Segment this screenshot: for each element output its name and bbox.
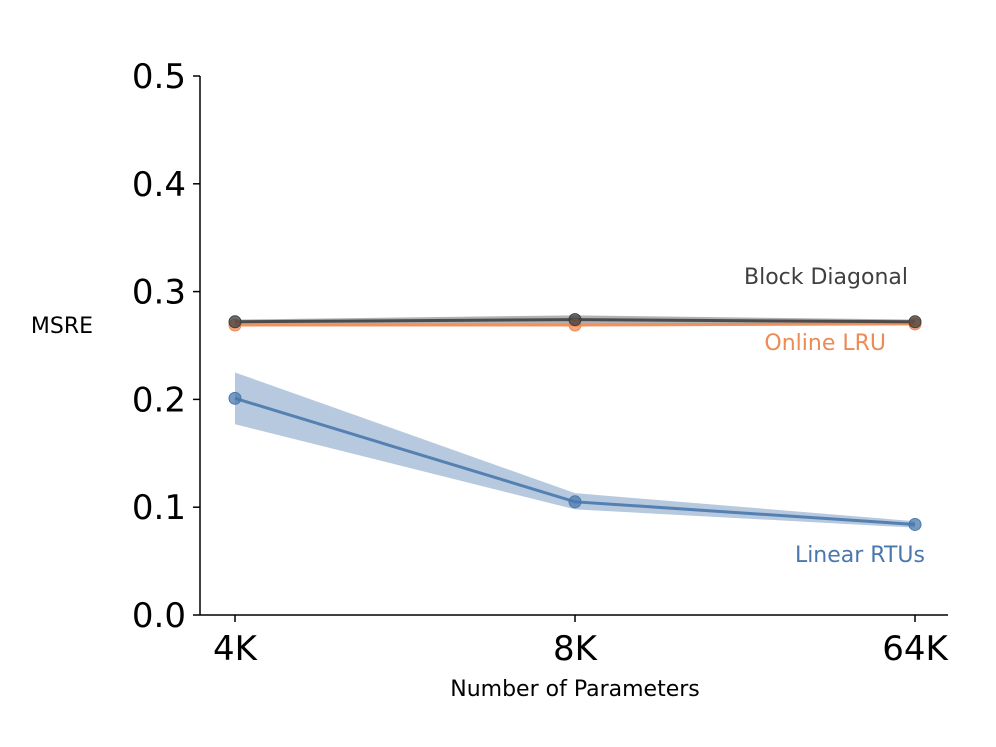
series-label: Block Diagonal bbox=[744, 265, 908, 290]
series-labels: Block Diagonal Online LRU Linear RTUs bbox=[744, 265, 925, 568]
x-tick-label: 8K bbox=[553, 629, 599, 669]
y-tick-label: 0.3 bbox=[132, 273, 186, 313]
x-tick-label: 4K bbox=[213, 629, 259, 669]
series-label: Online LRU bbox=[764, 331, 886, 356]
y-ticks: 0.0 0.1 0.2 0.3 0.4 0.5 bbox=[132, 57, 200, 636]
x-tick-label: 64K bbox=[882, 629, 949, 669]
y-tick-label: 0.5 bbox=[132, 57, 186, 97]
data-point bbox=[908, 315, 922, 329]
y-tick-label: 0.2 bbox=[132, 380, 186, 420]
y-tick-label: 0.0 bbox=[132, 596, 186, 636]
data-point bbox=[228, 391, 242, 405]
data-point bbox=[228, 315, 242, 329]
y-tick-label: 0.1 bbox=[132, 488, 186, 528]
x-ticks: 4K 8K 64K bbox=[213, 615, 949, 669]
data-point bbox=[568, 313, 582, 327]
series-points bbox=[228, 313, 922, 531]
series-label: Linear RTUs bbox=[795, 543, 925, 568]
data-point bbox=[568, 495, 582, 509]
data-point bbox=[908, 517, 922, 531]
y-tick-label: 0.4 bbox=[132, 165, 186, 205]
y-axis-label: MSRE bbox=[31, 314, 93, 339]
x-axis-label: Number of Parameters bbox=[450, 677, 700, 702]
